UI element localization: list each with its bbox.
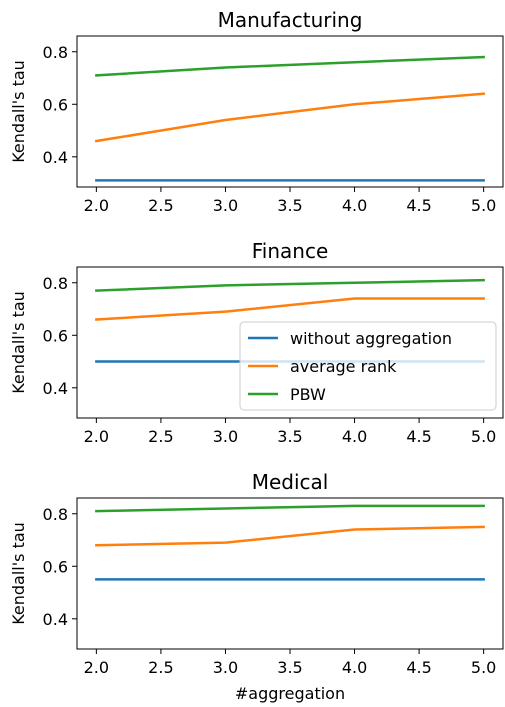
x-tick-label: 2.5 xyxy=(148,658,173,677)
x-axis-label: #aggregation xyxy=(235,684,345,703)
chart-panel-2: Finance Kendall's tau 2.0 2.5 3.0 3.5 4.0 4.5 5.… xyxy=(9,239,504,446)
x-tick-label: 2.0 xyxy=(84,427,109,446)
y-axis-label: Kendall's tau xyxy=(9,522,28,625)
y-tick-label: 0.8 xyxy=(43,43,68,62)
x-tick-label: 4.0 xyxy=(342,658,367,677)
x-tick-label: 3.5 xyxy=(277,196,302,215)
y-tick-label: 0.6 xyxy=(43,95,68,114)
x-tick-label: 3.0 xyxy=(213,427,238,446)
y-tick-label: 0.8 xyxy=(43,274,68,293)
series-line-average-rank xyxy=(95,297,485,321)
x-tick-label: 4.5 xyxy=(406,658,431,677)
legend-entry-label: PBW xyxy=(290,385,326,404)
y-tick-label: 0.4 xyxy=(43,610,68,629)
x-tick-label: 3.5 xyxy=(277,427,302,446)
x-tick-label: 4.0 xyxy=(342,427,367,446)
y-tick-label: 0.6 xyxy=(43,326,68,345)
legend-box xyxy=(239,321,497,411)
series-line-average-rank xyxy=(94,92,485,143)
x-tick-label: 3.0 xyxy=(213,658,238,677)
y-tick-label: 0.8 xyxy=(43,505,68,524)
y-tick-label: 0.4 xyxy=(43,148,68,167)
x-tick-label: 3.5 xyxy=(277,658,302,677)
legend: without aggregation average rank PBW xyxy=(239,321,497,411)
axes-frame xyxy=(76,497,504,650)
series-line-pbw xyxy=(95,504,485,513)
x-tick-label: 2.0 xyxy=(84,658,109,677)
chart-title: Finance xyxy=(252,239,329,263)
x-tick-label: 5.0 xyxy=(471,427,496,446)
axes-frame xyxy=(76,266,504,419)
x-tick-label: 3.0 xyxy=(213,196,238,215)
series-line-pbw xyxy=(95,278,485,292)
y-tick-label: 0.4 xyxy=(43,379,68,398)
y-axis-label: Kendall's tau xyxy=(9,60,28,163)
series-line-average-rank xyxy=(95,525,485,547)
x-tick-label: 4.5 xyxy=(406,427,431,446)
series-line-pbw xyxy=(95,55,485,77)
y-tick-label: 0.6 xyxy=(43,557,68,576)
chart-panel-3: Medical Kendall's tau 2.0 2.5 3.0 3.5 4.0 4.5 5.… xyxy=(9,470,504,703)
chart-title: Medical xyxy=(252,470,329,494)
axes-frame xyxy=(76,35,504,188)
x-tick-label: 2.0 xyxy=(84,196,109,215)
x-tick-label: 2.5 xyxy=(148,427,173,446)
legend-entry-label: average rank xyxy=(290,357,397,376)
x-tick-label: 5.0 xyxy=(471,658,496,677)
x-tick-label: 4.0 xyxy=(342,196,367,215)
chart-panel-1: Manufacturing Kendall's tau 2.0 2.5 3.0 3.5 4.… xyxy=(9,8,504,215)
chart-title: Manufacturing xyxy=(218,8,363,32)
y-axis-label: Kendall's tau xyxy=(9,291,28,394)
x-tick-label: 2.5 xyxy=(148,196,173,215)
legend-entry-label: without aggregation xyxy=(290,329,452,348)
x-tick-label: 5.0 xyxy=(471,196,496,215)
x-tick-label: 4.5 xyxy=(406,196,431,215)
